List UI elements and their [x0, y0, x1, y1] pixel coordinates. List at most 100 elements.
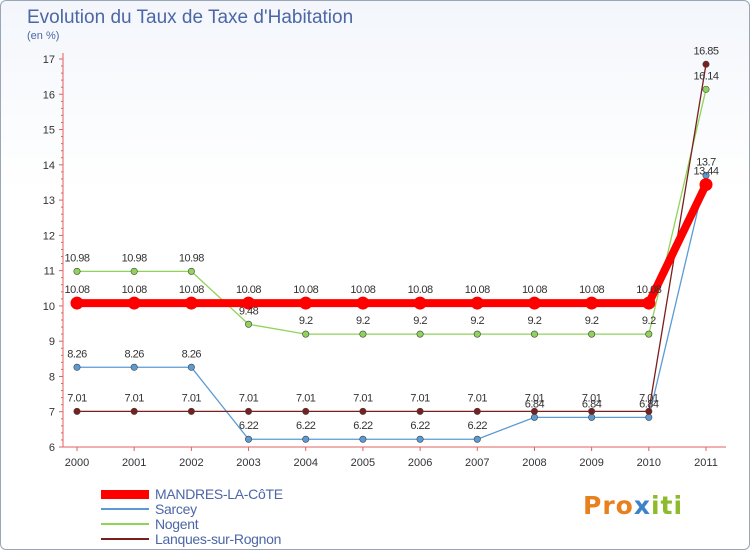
data-point	[416, 407, 424, 415]
data-point	[299, 296, 313, 310]
x-tick-label: 2011	[694, 457, 718, 469]
data-point	[184, 296, 198, 310]
data-point	[245, 435, 253, 443]
data-point	[245, 320, 253, 328]
data-point	[588, 407, 596, 415]
data-label: 9.2	[528, 315, 542, 327]
data-point	[473, 407, 481, 415]
data-label: 6.84	[582, 398, 602, 410]
data-point	[359, 435, 367, 443]
x-tick-label: 2003	[236, 457, 260, 469]
y-tick-label: 16	[43, 89, 55, 101]
data-point	[588, 413, 596, 421]
data-label: 7.01	[468, 392, 488, 404]
data-label: 7.01	[239, 392, 259, 404]
data-point	[302, 407, 310, 415]
data-point	[645, 407, 653, 415]
x-tick-label: 2004	[293, 457, 317, 469]
data-point	[473, 330, 481, 338]
legend-item-lanques: Lanques-sur-Rognon	[101, 531, 281, 547]
y-tick-label: 13	[43, 195, 55, 207]
y-tick-label: 11	[44, 266, 55, 278]
legend-label-mandres: MANDRES-LA-CôTE	[155, 486, 283, 502]
data-label: 16.14	[693, 70, 718, 82]
data-label: 10.08	[636, 284, 661, 296]
legend-item-sarcey: Sarcey	[101, 501, 197, 517]
data-label: 10.08	[293, 284, 318, 296]
data-label: 6.84	[639, 398, 659, 410]
data-point	[585, 296, 599, 310]
data-label: 6.22	[468, 420, 488, 432]
y-tick-label: 8	[49, 371, 55, 383]
data-label: 16.85	[693, 45, 718, 57]
data-label: 6.22	[296, 420, 316, 432]
y-tick-label: 15	[43, 125, 55, 137]
data-label: 7.01	[296, 392, 316, 404]
legend-item-nogent: Nogent	[101, 516, 199, 532]
data-label: 9.2	[642, 315, 656, 327]
data-label: 8.26	[67, 348, 87, 360]
data-label: 10.08	[465, 284, 490, 296]
data-label: 10.98	[122, 252, 147, 264]
data-point	[473, 435, 481, 443]
legend-swatch-nogent	[101, 523, 149, 525]
legend-item-mandres: MANDRES-LA-CôTE	[101, 486, 283, 502]
data-point	[470, 296, 484, 310]
data-point	[588, 330, 596, 338]
legend-swatch-mandres	[101, 489, 149, 499]
data-point	[187, 363, 195, 371]
data-point	[245, 407, 253, 415]
data-point	[359, 330, 367, 338]
series-line-1	[77, 175, 707, 440]
legend-label-nogent: Nogent	[155, 516, 199, 532]
data-label: 6.84	[525, 398, 545, 410]
data-label: 10.98	[64, 252, 89, 264]
y-tick-label: 6	[49, 442, 55, 454]
data-point	[527, 296, 541, 310]
proxiti-logo: Proxiti	[583, 491, 684, 520]
data-label: 9.2	[470, 315, 484, 327]
data-point	[530, 413, 538, 421]
data-label: 10.08	[179, 284, 204, 296]
legend-swatch-sarcey	[101, 508, 149, 510]
y-tick-label: 7	[49, 407, 55, 419]
data-point	[645, 330, 653, 338]
x-tick-label: 2008	[522, 457, 546, 469]
data-point	[187, 407, 195, 415]
y-tick-label: 9	[49, 336, 55, 348]
data-point	[359, 407, 367, 415]
data-point	[73, 267, 81, 275]
data-label: 10.08	[579, 284, 604, 296]
data-point	[73, 363, 81, 371]
data-point	[699, 178, 713, 192]
data-point	[70, 296, 84, 310]
data-point	[73, 407, 81, 415]
data-label: 10.08	[122, 284, 147, 296]
data-label: 13.44	[693, 166, 718, 178]
data-label: 10.08	[236, 284, 261, 296]
x-tick-label: 2007	[465, 457, 489, 469]
data-label: 8.26	[124, 348, 144, 360]
data-label: 10.08	[64, 284, 89, 296]
data-point	[702, 60, 710, 68]
data-label: 7.01	[353, 392, 373, 404]
data-point	[127, 296, 141, 310]
data-point	[702, 85, 710, 93]
data-point	[530, 330, 538, 338]
data-label: 9.2	[585, 315, 599, 327]
data-label: 7.01	[182, 392, 202, 404]
legend-label-sarcey: Sarcey	[155, 501, 197, 517]
data-label: 7.01	[639, 392, 659, 404]
data-point	[416, 435, 424, 443]
x-tick-label: 2009	[579, 457, 603, 469]
data-label: 13.7	[696, 156, 716, 168]
data-point	[187, 267, 195, 275]
x-tick-label: 2006	[408, 457, 432, 469]
series-line-0	[77, 182, 710, 308]
data-label: 10.08	[522, 284, 547, 296]
data-label: 9.48	[239, 305, 259, 317]
data-label: 10.08	[408, 284, 433, 296]
data-point	[130, 407, 138, 415]
data-label: 6.22	[353, 420, 373, 432]
